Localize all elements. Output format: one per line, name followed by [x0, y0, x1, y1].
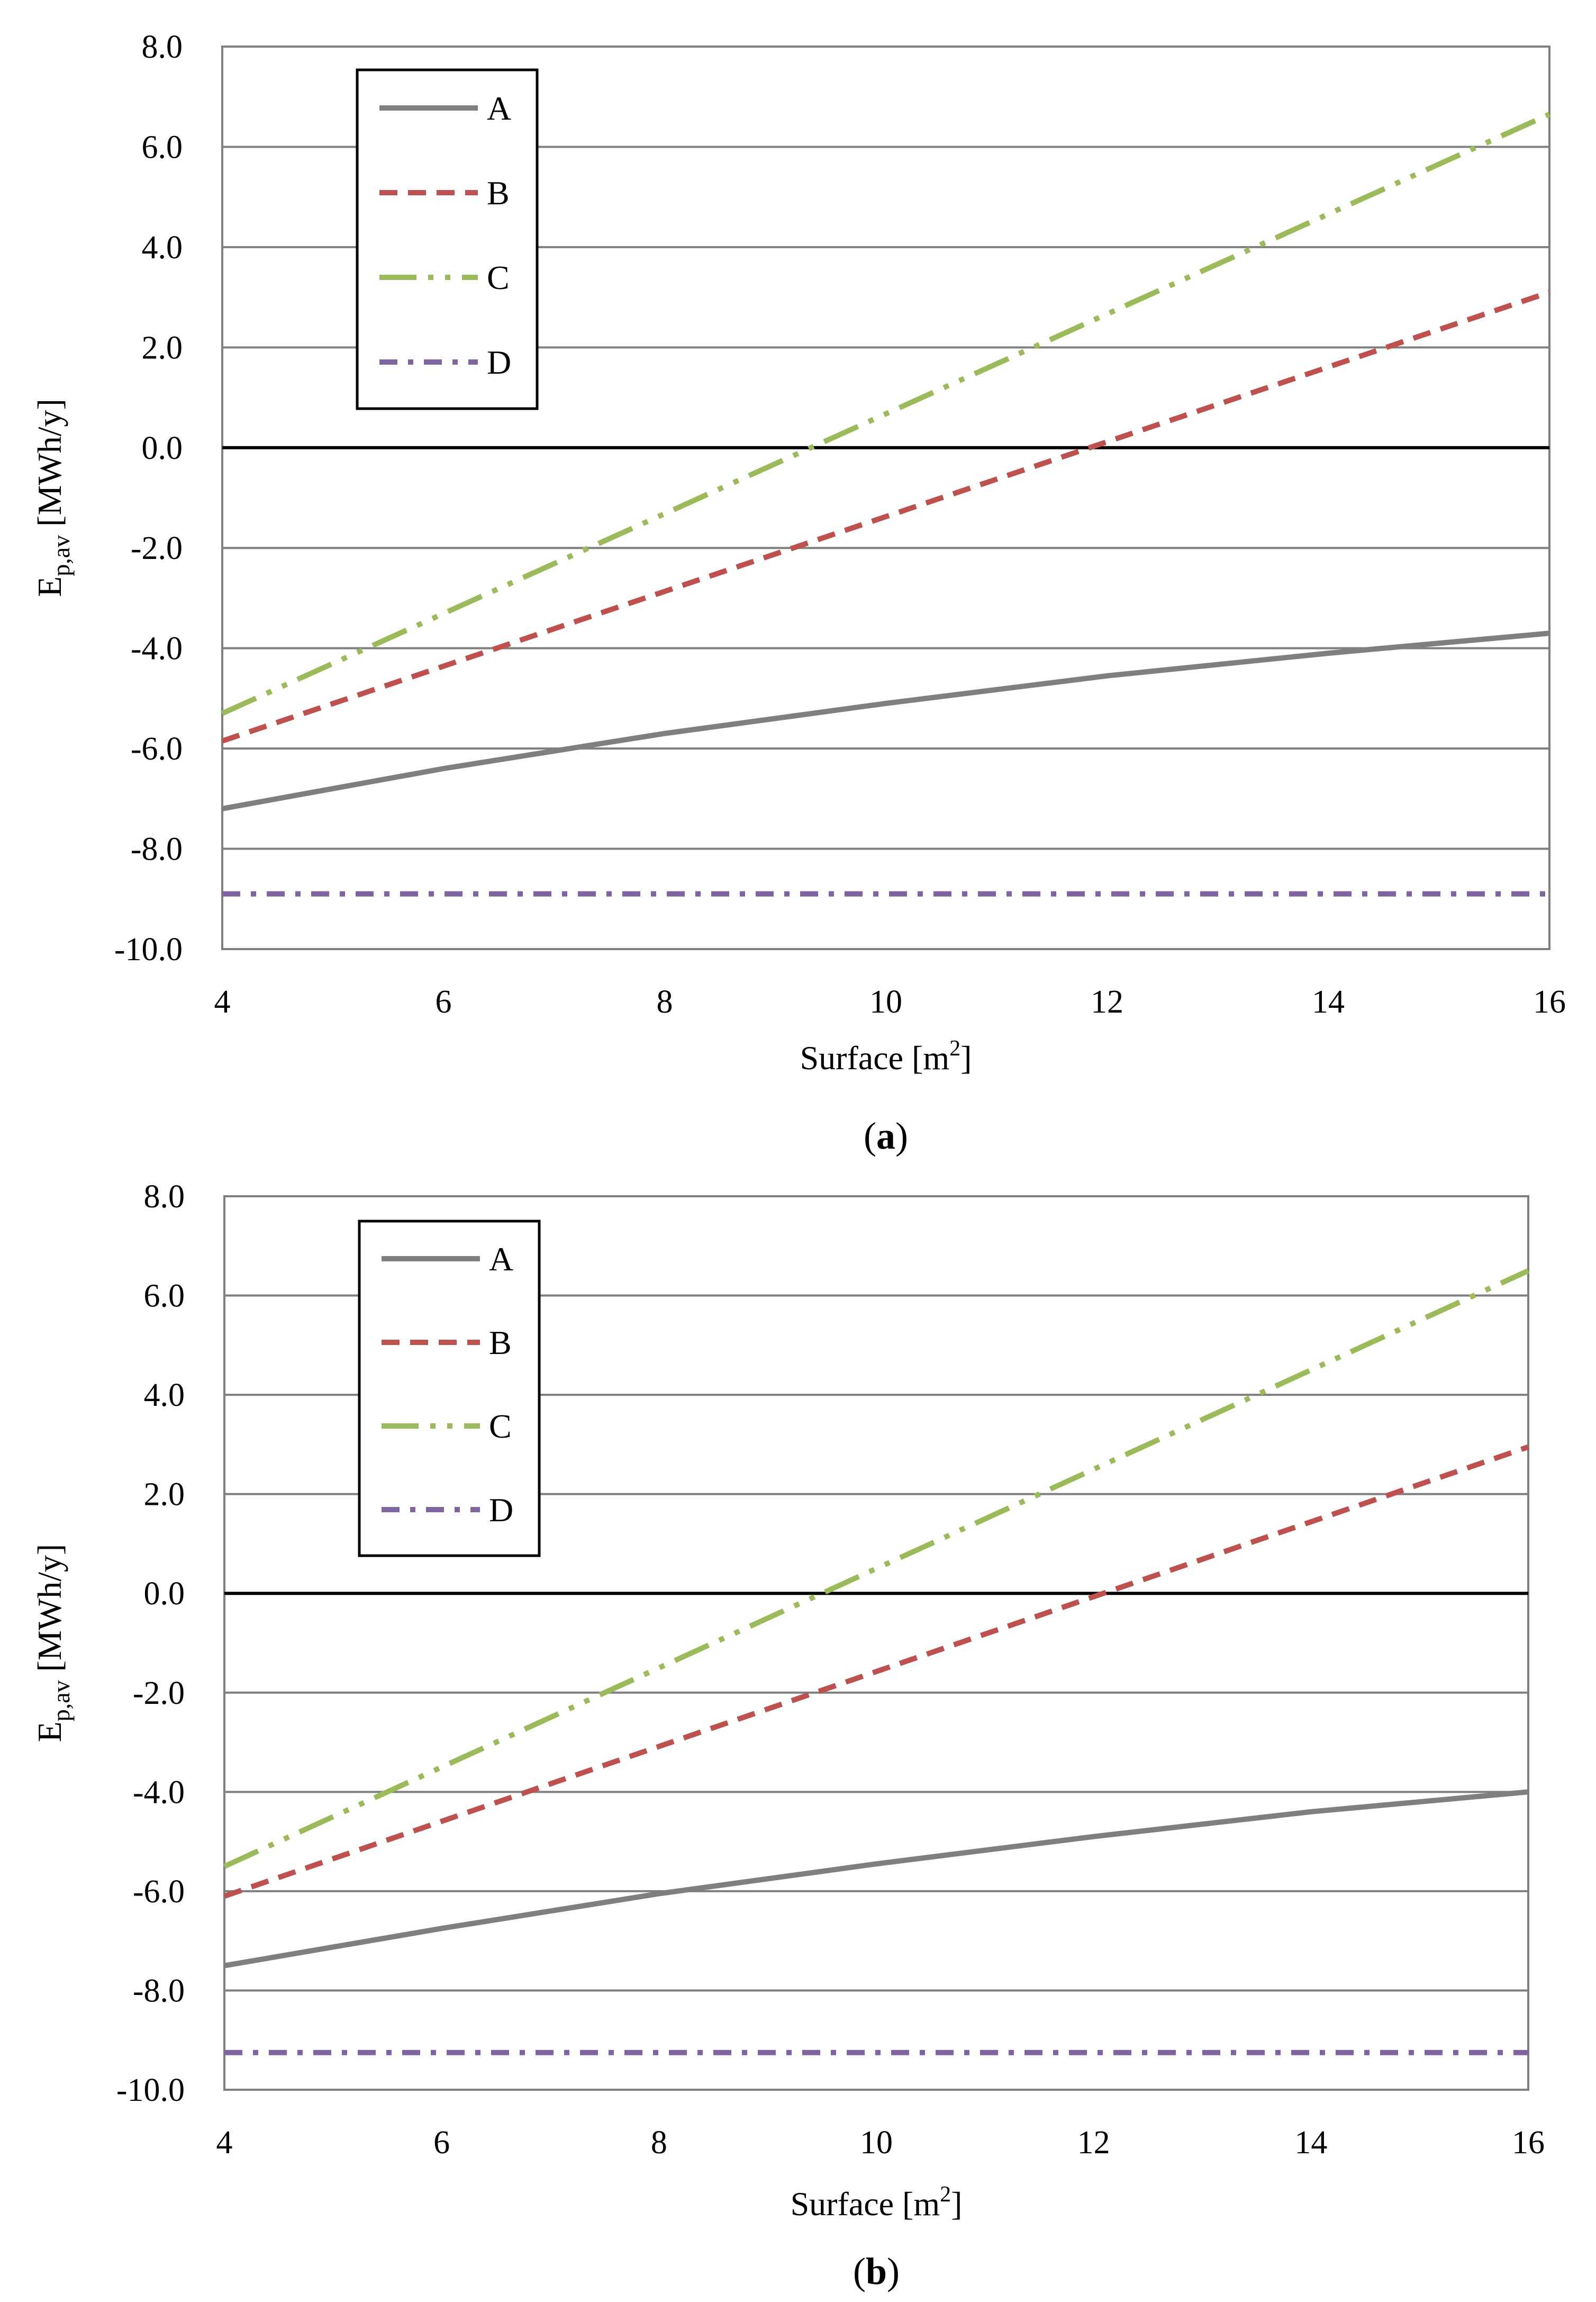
y-tick-label: -4.0	[131, 631, 183, 667]
series-b-line	[221, 290, 1550, 744]
legend-label-d: D	[487, 344, 511, 381]
y-tick-label: -2.0	[131, 530, 183, 566]
x-tick-label: 12	[1077, 2125, 1110, 2161]
x-tick-label: 16	[1533, 984, 1566, 1020]
y-tick-label: -2.0	[133, 1675, 185, 1711]
x-tick-label: 6	[436, 984, 452, 1020]
legend-label-b: B	[487, 174, 510, 212]
panel-b-label: (b)	[853, 2250, 900, 2292]
x-tick-label: 10	[869, 984, 902, 1020]
y-axis-title-text: E	[31, 576, 68, 597]
x-axis-title-text: Surface [m	[800, 1039, 950, 1077]
x-axis-title-superscript: 2	[949, 1036, 960, 1061]
panel-b-y-axis-title: Ep,av [MWh/y]	[31, 1544, 75, 1743]
y-tick-label: 8.0	[142, 29, 183, 65]
panel-a-x-axis-title: Surface [m2]	[800, 1036, 972, 1077]
x-tick-label: 16	[1512, 2125, 1545, 2161]
panel-b-plot-frame	[223, 1195, 1529, 2091]
panel-a-y-tick-labels: 8.0 6.0 4.0 2.0 0.0 -2.0 -4.0 -6.0 -8.0 -10.0	[114, 29, 183, 968]
y-axis-title-text: E	[31, 1721, 68, 1742]
panel-b: 8.0 6.0 4.0 2.0 0.0 -2.0 -4.0 -6.0 -8.0 -10.0 4 6 8 1…	[31, 1179, 1545, 2292]
panel-b-x-tick-labels: 4 6 8 10 12 14 16	[216, 2125, 1545, 2161]
panel-b-legend: A B C D	[358, 1220, 541, 1557]
y-tick-label: -6.0	[131, 731, 183, 767]
legend-box	[358, 1220, 541, 1557]
panel-b-gridlines	[224, 1294, 1528, 1992]
y-tick-label: 2.0	[142, 330, 183, 366]
y-axis-title-unit: [MWh/y]	[31, 399, 68, 535]
legend-label-c: C	[487, 259, 510, 296]
x-axis-title-end: ]	[951, 2185, 962, 2223]
panel-label-close: )	[895, 1115, 908, 1157]
x-tick-label: 4	[214, 984, 231, 1020]
legend-label-a: A	[487, 89, 511, 127]
x-tick-label: 12	[1091, 984, 1123, 1020]
y-tick-label: 0.0	[144, 1576, 185, 1612]
panel-a-plot-frame	[221, 46, 1550, 950]
x-axis-title-text: Surface [m	[791, 2185, 940, 2223]
series-c-line	[221, 112, 1551, 716]
y-tick-label: 4.0	[142, 230, 183, 266]
y-tick-label: -10.0	[116, 2072, 185, 2108]
x-tick-label: 8	[657, 984, 673, 1020]
panel-label-open: (	[864, 1115, 876, 1157]
y-tick-label: -4.0	[133, 1774, 185, 1810]
panel-b-x-axis-title: Surface [m2]	[791, 2182, 963, 2223]
panel-a-series	[221, 112, 1551, 897]
panel-label-letter: a	[876, 1115, 895, 1157]
panel-label-close: )	[887, 2250, 900, 2292]
series-a-line	[222, 630, 1550, 811]
panel-label-letter: b	[866, 2250, 887, 2292]
y-tick-label: 6.0	[142, 129, 183, 165]
x-axis-title-superscript: 2	[940, 2182, 951, 2207]
panel-label-open: (	[853, 2250, 866, 2292]
y-tick-label: 0.0	[142, 430, 183, 466]
y-tick-label: 2.0	[144, 1477, 185, 1513]
y-tick-label: 8.0	[144, 1179, 185, 1215]
x-tick-label: 4	[216, 2125, 233, 2161]
x-tick-label: 14	[1312, 984, 1345, 1020]
y-tick-label: -8.0	[131, 832, 183, 868]
y-tick-label: -8.0	[133, 1973, 185, 2009]
y-tick-label: -6.0	[133, 1874, 185, 1910]
x-tick-label: 8	[651, 2125, 667, 2161]
y-axis-title-unit: [MWh/y]	[31, 1544, 68, 1681]
panel-a-label: (a)	[864, 1115, 908, 1157]
x-tick-label: 14	[1294, 2125, 1327, 2161]
panel-a: 8.0 6.0 4.0 2.0 0.0 -2.0 -4.0 -6.0 -8.0 -10.0 4 6 8 1…	[31, 29, 1566, 1157]
legend-label-a: A	[489, 1240, 513, 1278]
panel-b-y-tick-labels: 8.0 6.0 4.0 2.0 0.0 -2.0 -4.0 -6.0 -8.0 -10.0	[116, 1179, 185, 2108]
panel-a-y-axis-title: Ep,av [MWh/y]	[31, 399, 75, 597]
legend-box	[356, 68, 539, 410]
y-tick-label: 4.0	[144, 1377, 185, 1413]
legend-label-d: D	[489, 1491, 513, 1529]
y-tick-label: 6.0	[144, 1278, 185, 1314]
series-a-line	[224, 1789, 1529, 1969]
panel-a-legend: A B C D	[356, 68, 539, 410]
y-axis-title-subscript: p,av	[48, 535, 75, 576]
y-tick-label: -10.0	[114, 932, 183, 968]
x-tick-label: 6	[433, 2125, 450, 2161]
legend-label-c: C	[489, 1407, 512, 1445]
panel-b-series	[223, 1268, 1530, 2055]
x-axis-title-end: ]	[960, 1039, 972, 1077]
x-tick-label: 10	[860, 2125, 893, 2161]
series-b-line	[223, 1444, 1529, 1899]
panel-a-x-tick-labels: 4 6 8 10 12 14 16	[214, 984, 1566, 1020]
legend-label-b: B	[489, 1324, 512, 1361]
y-axis-title-subscript: p,av	[48, 1680, 75, 1721]
